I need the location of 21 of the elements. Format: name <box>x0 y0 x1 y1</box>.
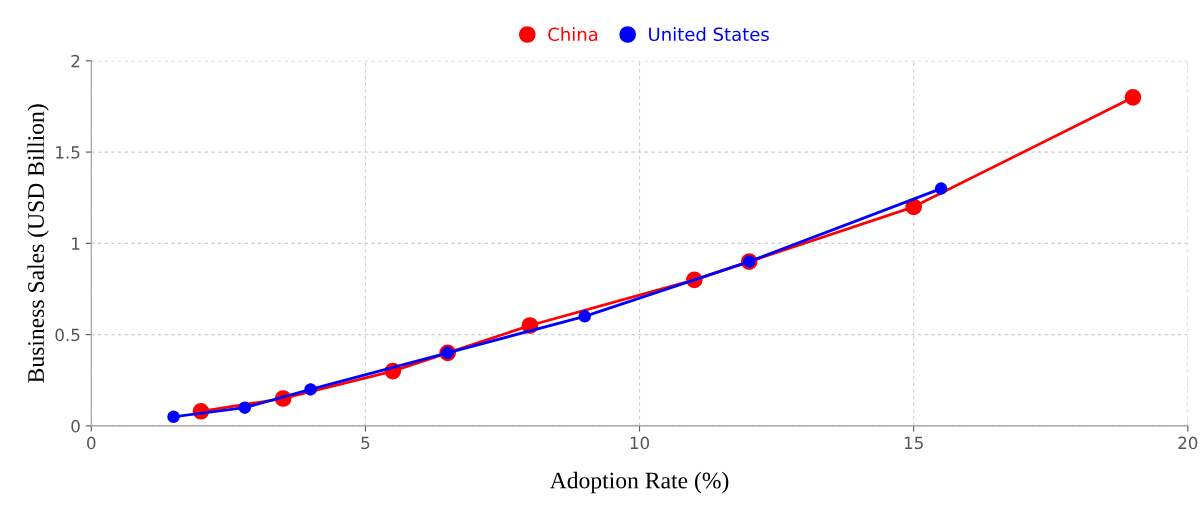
y-tick-label: 1 <box>72 237 80 250</box>
legend-label: China <box>548 27 598 42</box>
point <box>167 410 180 424</box>
point <box>304 383 317 396</box>
x-tick-label: 0 <box>87 436 96 450</box>
y-tick-label: 0.5 <box>55 328 80 342</box>
x-tick-label: 15 <box>904 436 923 450</box>
x-tick-label: 10 <box>630 436 650 450</box>
legend-label: United States <box>649 27 769 42</box>
y-tick-label: 1.5 <box>56 146 80 159</box>
y-tick-label: 0 <box>71 419 80 433</box>
x-tick-label: 20 <box>1178 436 1198 450</box>
point <box>238 401 252 414</box>
point <box>578 310 591 323</box>
point <box>934 182 948 195</box>
point <box>1124 89 1142 106</box>
x-tick-label: 5 <box>361 436 370 450</box>
point <box>905 198 922 216</box>
y-axis-title: Business Sales (USD Billion) <box>27 104 49 383</box>
x-axis-title: Adoption Rate (%) <box>549 471 729 494</box>
y-tick-label: 2 <box>71 54 80 68</box>
